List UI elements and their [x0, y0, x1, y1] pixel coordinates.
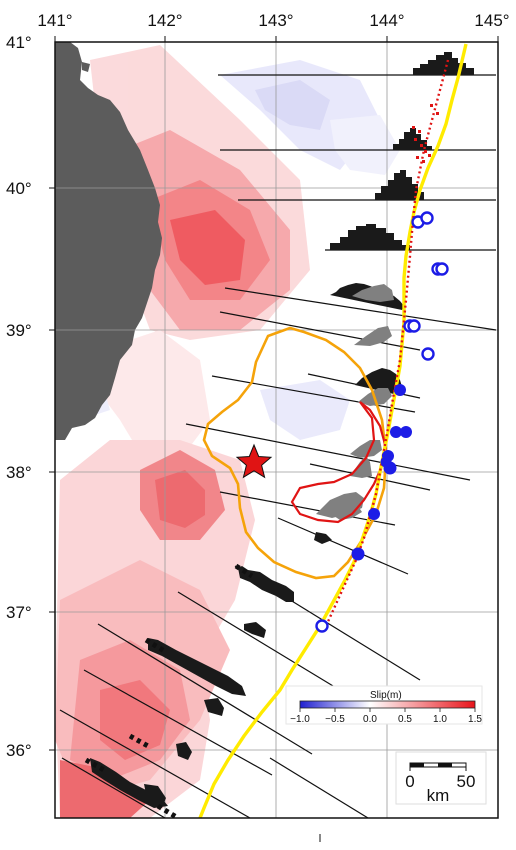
lon-tick-label: 145°: [474, 11, 509, 30]
lon-tick-label: 144°: [369, 11, 404, 30]
lon-tick-label: 142°: [147, 11, 182, 30]
colorbar-tick: 1.0: [433, 714, 447, 725]
lat-tick-label: 38°: [6, 463, 32, 482]
colorbar-tick: 0.5: [398, 714, 412, 725]
lat-tick-label: 40°: [6, 179, 32, 198]
colorbar-tick: −0.5: [325, 714, 345, 725]
lat-tick-label: 36°: [6, 741, 32, 760]
scale-bar: 0 50 km: [396, 752, 486, 805]
colorbar-tick: −1.0: [290, 714, 310, 725]
colorbar-tick: 1.5: [468, 714, 482, 725]
lon-tick-label: 141°: [37, 11, 72, 30]
lon-tick-label: 143°: [258, 11, 293, 30]
colorbar-tick: 0.0: [363, 714, 377, 725]
lat-tick-label: 39°: [6, 321, 32, 340]
colorbar-title: Slip(m): [370, 690, 402, 701]
scale-bar-unit: km: [427, 786, 450, 805]
longitude-labels: 141° 142° 143° 144° 145°: [37, 11, 509, 30]
lat-tick-label: 37°: [6, 603, 32, 622]
scale-bar-zero: 0: [405, 772, 414, 791]
colorbar: Slip(m) −1.0 −0.5 0.0 0.5 1.0 1.5: [286, 686, 482, 725]
latitude-labels: 41° 40° 39° 38° 37° 36°: [6, 33, 32, 760]
scale-bar-fifty: 50: [457, 772, 476, 791]
lat-tick-label: 41°: [6, 33, 32, 52]
